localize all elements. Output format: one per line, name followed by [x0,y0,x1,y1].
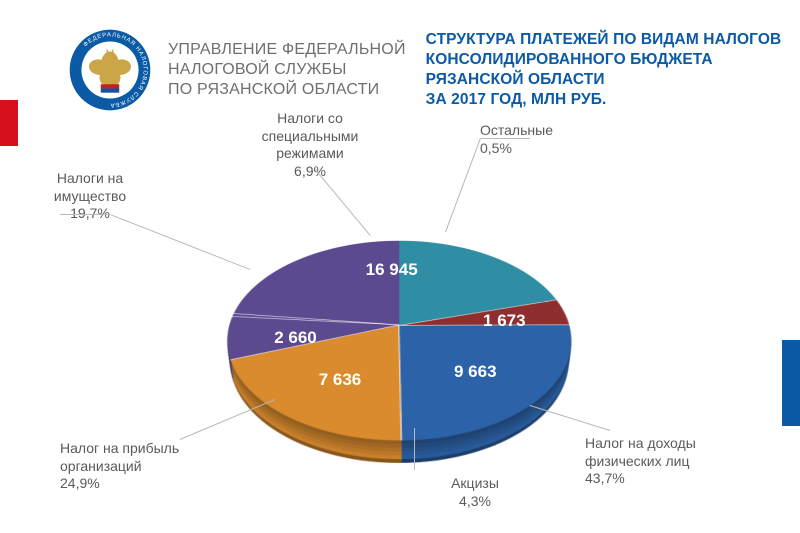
slice-label-text: Налоги со специальными режимами [220,110,400,163]
slice-value: 1 673 [464,311,544,331]
header: ФЕДЕРАЛЬНАЯ НАЛОГОВАЯ СЛУЖБА УПРАВЛЕНИЕ … [0,24,800,116]
leader-line [414,428,415,470]
slice-percent-text: 43,7% [585,470,765,488]
slice-percent-text: 6,9% [220,163,400,181]
slice-value: 2 660 [255,328,335,348]
slice-percent-text: 24,9% [60,475,240,493]
chart-title: СТРУКТУРА ПЛАТЕЖЕЙ ПО ВИДАМ НАЛОГОВ КОНС… [426,30,782,111]
slice-percent-text: 4,3% [385,493,565,511]
slice-label: Акцизы4,3% [385,475,565,510]
slice-label-text: Акцизы [385,475,565,493]
slice-label-text: Налог на доходы физических лиц [585,435,765,470]
slice-label: Остальные0,5% [480,122,660,157]
slice-label: Налог на прибыль организаций24,9% [60,440,240,493]
slice-label-text: Остальные [480,122,660,140]
slice-percent-text: 0,5% [480,140,660,158]
slice-label-text: Налог на прибыль организаций [60,440,240,475]
slice-label: Налог на доходы физических лиц43,7% [585,435,765,488]
slice-label: Налоги со специальными режимами6,9% [220,110,400,180]
organization-name: УПРАВЛЕНИЕ ФЕДЕРАЛЬНОЙ НАЛОГОВОЙ СЛУЖБЫ … [168,40,406,100]
slice-value: 9 663 [435,362,515,382]
slice-label-text: Налоги на имущество [0,170,180,205]
slice-value: 7 636 [300,370,380,390]
leader-line [60,214,110,215]
fns-logo: ФЕДЕРАЛЬНАЯ НАЛОГОВАЯ СЛУЖБА [68,28,152,112]
pie-chart: 16 9451 6739 6637 6362 660Остальные0,5%Н… [50,140,750,510]
slice-value: 16 945 [352,260,432,280]
leader-line [480,138,530,139]
decor-edge-right [782,340,800,426]
